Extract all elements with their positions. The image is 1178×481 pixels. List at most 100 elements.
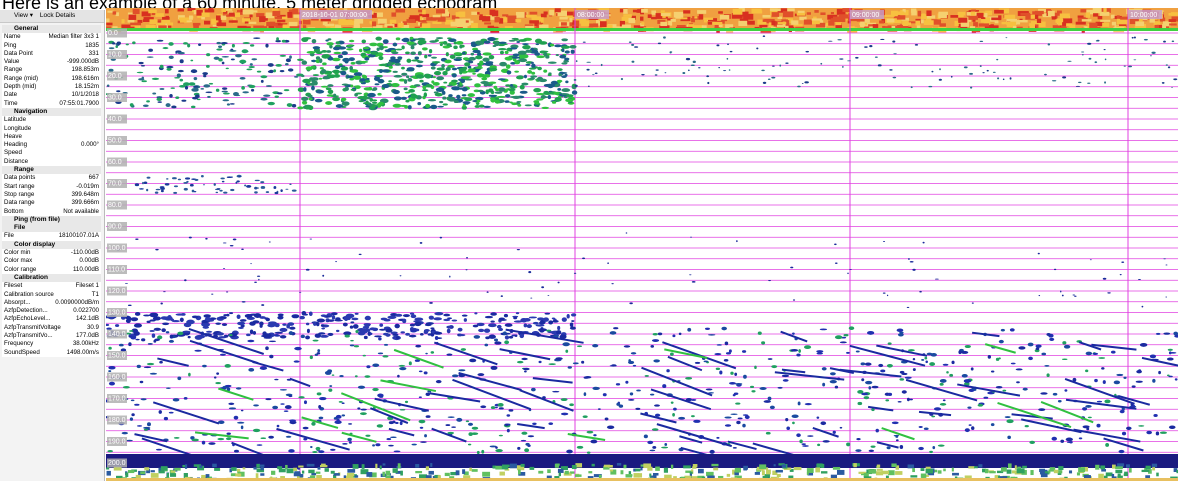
echo — [191, 88, 198, 92]
echo — [719, 371, 722, 375]
echo — [513, 317, 517, 319]
echo — [1064, 345, 1070, 349]
surface-noise — [559, 17, 567, 20]
surface-noise — [471, 23, 478, 29]
echo — [1169, 426, 1176, 429]
echo — [706, 75, 709, 77]
echo — [472, 427, 478, 430]
bottom-noise — [1069, 470, 1072, 473]
echo — [469, 359, 476, 363]
echo — [180, 59, 184, 63]
surface-noise — [128, 15, 136, 20]
echo — [1060, 290, 1061, 292]
echo — [444, 59, 451, 63]
echo — [529, 68, 536, 70]
property-row: NameMedian filter 3x3 1 — [2, 33, 101, 41]
bottom-noise — [107, 471, 111, 476]
echo — [342, 443, 347, 445]
echo — [571, 320, 574, 322]
echo — [242, 91, 249, 93]
echo — [301, 60, 307, 64]
echo — [982, 72, 984, 73]
echo — [506, 414, 510, 416]
bottom-noise — [1048, 469, 1050, 473]
echo — [491, 366, 498, 370]
echo — [155, 249, 158, 250]
echo — [194, 350, 201, 352]
echo — [354, 72, 363, 76]
echo — [365, 435, 370, 437]
surface-noise — [406, 19, 415, 23]
depth-label: 60.0 — [108, 159, 122, 166]
echo — [709, 450, 714, 454]
echo — [763, 35, 766, 37]
echo — [656, 69, 659, 70]
echo — [768, 397, 772, 401]
echo — [178, 179, 181, 181]
echo — [135, 183, 139, 186]
echo — [327, 84, 333, 87]
echo — [140, 381, 144, 383]
echo — [372, 364, 379, 368]
echo — [249, 66, 255, 68]
bottom-noise — [1156, 473, 1159, 477]
echo — [332, 315, 336, 320]
echo — [962, 374, 968, 378]
bottom-noise — [243, 467, 246, 469]
echo — [447, 37, 452, 39]
bottom-noise — [623, 465, 626, 469]
echo — [486, 89, 489, 94]
echo — [494, 341, 501, 344]
echo — [925, 360, 928, 363]
surface-noise — [918, 11, 921, 17]
echo — [336, 330, 339, 332]
echo — [365, 316, 371, 321]
surface-noise — [995, 21, 999, 24]
surface-noise — [541, 17, 544, 23]
surface-noise — [178, 8, 184, 11]
echo — [742, 350, 746, 353]
bottom-noise — [952, 473, 959, 476]
echo — [143, 104, 149, 107]
surface-noise — [1004, 15, 1015, 19]
lock-details[interactable]: Lock Details — [40, 12, 75, 19]
echo — [1156, 431, 1159, 435]
property-label: Bottom — [4, 208, 24, 216]
view-menu[interactable]: View ▾ — [14, 12, 33, 19]
echo — [225, 385, 232, 387]
echo — [322, 62, 327, 65]
echo — [466, 420, 469, 422]
surface-noise — [1135, 21, 1144, 26]
echo — [433, 76, 436, 78]
echo — [559, 72, 567, 74]
echo — [265, 44, 268, 48]
echo — [1104, 81, 1106, 83]
surface-noise — [390, 20, 396, 25]
surface-noise — [998, 15, 1001, 19]
surface-noise — [738, 21, 747, 26]
echo — [203, 75, 206, 78]
echo — [328, 388, 332, 391]
echo — [932, 446, 935, 449]
echo — [292, 104, 296, 107]
surface-noise — [292, 9, 298, 15]
echo — [869, 450, 874, 452]
echo — [570, 45, 577, 49]
echo — [257, 444, 263, 446]
echo — [374, 335, 382, 337]
echo — [184, 188, 188, 191]
echo — [1168, 349, 1173, 351]
echo — [486, 61, 494, 63]
echo — [1003, 79, 1005, 81]
echo — [772, 66, 775, 67]
echo — [254, 191, 258, 193]
echo — [991, 423, 995, 426]
surface-noise — [743, 14, 753, 20]
echo — [390, 437, 397, 439]
echo — [872, 386, 879, 389]
echo — [446, 354, 452, 356]
echo — [130, 336, 136, 340]
bottom-noise — [782, 464, 786, 467]
echo — [387, 316, 396, 319]
echo — [345, 334, 350, 337]
